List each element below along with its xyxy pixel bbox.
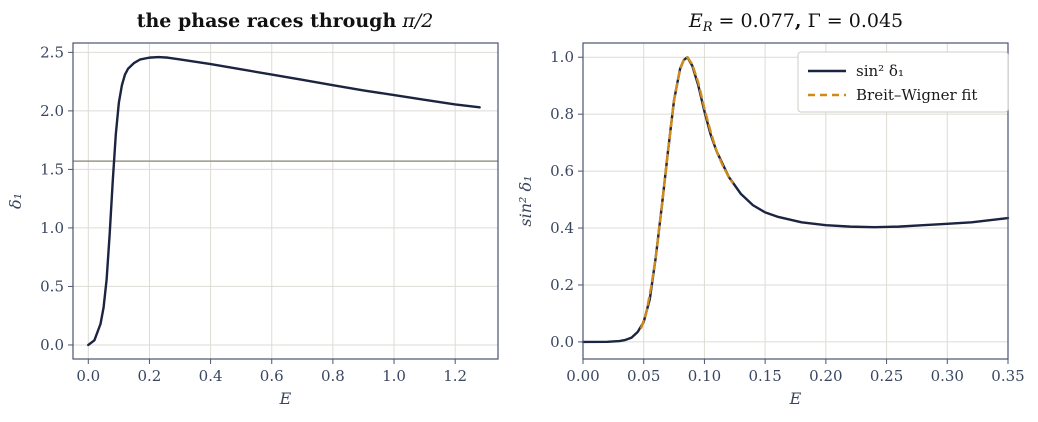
y-tick-label: 0.2 [550, 276, 574, 294]
right-plot-panel: ER = 0.077, Γ = 0.045 0.00 0.05 0.10 0.15 0.… [516, 10, 1025, 408]
left-axes-frame [72, 42, 499, 360]
x-tick-label: 0.30 [931, 367, 964, 385]
y-tick-label: 0.4 [550, 219, 574, 237]
left-x-axis-label: E [279, 389, 292, 408]
right-legend: sin² δ₁ Breit–Wigner fit [797, 51, 1009, 113]
left-title-bold-part: the phase races through [137, 10, 397, 32]
y-tick-label: 0.6 [550, 162, 574, 180]
x-tick-label: 0.8 [321, 367, 345, 385]
x-tick-label: 1.0 [382, 367, 406, 385]
right-y-ticks: 0.0 0.2 0.4 0.6 0.8 1.0 [550, 48, 583, 351]
right-title-er-subscript: R [702, 20, 713, 35]
x-tick-label: 0.20 [809, 367, 842, 385]
y-tick-label: 1.0 [40, 219, 64, 237]
y-tick-label: 1.0 [550, 48, 574, 66]
legend-label-bw: Breit–Wigner fit [856, 86, 977, 104]
right-title-er-symbol: E [688, 10, 703, 32]
x-tick-label: 1.2 [443, 367, 467, 385]
right-series [581, 56, 1010, 344]
y-tick-label: 0.8 [550, 105, 574, 123]
left-y-axis-label: δ₁ [6, 193, 25, 209]
legend-box [797, 51, 1009, 113]
x-tick-label: 0.35 [991, 367, 1024, 385]
y-tick-label: 0.0 [550, 333, 574, 351]
x-tick-label: 0.25 [870, 367, 903, 385]
left-title-math-part: π/2 [401, 10, 433, 32]
left-x-ticks: 0.0 0.2 0.4 0.6 0.8 1.0 1.2 [76, 359, 467, 385]
right-x-ticks: 0.00 0.05 0.10 0.15 0.20 0.25 0.30 0.35 [566, 359, 1025, 385]
right-title-er-value: = 0.077 [713, 10, 795, 32]
series-line-0 [87, 55, 481, 347]
x-tick-label: 0.0 [76, 367, 100, 385]
left-plot-panel: the phase races through π/2 0.0 0.2 0.4 0.6… [6, 10, 499, 408]
right-y-axis-label: sin² δ₁ [516, 175, 535, 226]
x-tick-label: 0.15 [748, 367, 781, 385]
y-tick-label: 2.5 [40, 43, 64, 61]
series-line-1 [640, 56, 734, 329]
right-axes-frame [582, 42, 1009, 360]
y-tick-label: 2.0 [40, 102, 64, 120]
x-tick-label: 0.10 [688, 367, 721, 385]
legend-label-sin2: sin² δ₁ [856, 62, 904, 80]
right-chart-title: ER = 0.077, Γ = 0.045 [688, 10, 903, 35]
y-tick-label: 1.5 [40, 160, 64, 178]
right-title-gamma: Γ = 0.045 [802, 10, 904, 32]
right-x-axis-label: E [789, 389, 802, 408]
x-tick-label: 0.6 [260, 367, 284, 385]
left-y-ticks: 0.0 0.5 1.0 1.5 2.0 2.5 [40, 43, 73, 354]
y-tick-label: 0.5 [40, 277, 64, 295]
x-tick-label: 0.4 [199, 367, 223, 385]
left-gridlines [73, 43, 498, 359]
x-tick-label: 0.05 [627, 367, 660, 385]
x-tick-label: 0.00 [566, 367, 599, 385]
left-series [73, 55, 498, 347]
right-title-comma: , [795, 10, 802, 32]
x-tick-label: 0.2 [138, 367, 162, 385]
left-chart-title: the phase races through π/2 [137, 10, 434, 32]
y-tick-label: 0.0 [40, 336, 64, 354]
